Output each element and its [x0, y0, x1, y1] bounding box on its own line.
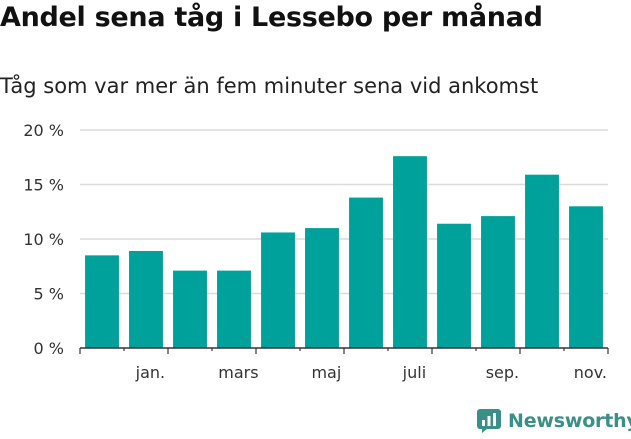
x-tick-label: nov.: [574, 363, 607, 382]
gridlines: [80, 129, 608, 295]
bar: [569, 206, 603, 348]
x-tick-label: juli: [402, 363, 426, 382]
bar: [525, 174, 559, 348]
x-tick-label: maj: [311, 363, 341, 382]
chart-subtitle: Tåg som var mer än fem minuter sena vid …: [0, 74, 539, 98]
bar: [261, 232, 295, 348]
bar: [173, 270, 207, 348]
bar: [85, 255, 119, 348]
x-tick-label: sep.: [486, 363, 519, 382]
bar: [129, 250, 163, 348]
y-tick-label: 0 %: [34, 339, 64, 358]
y-tick-label: 20 %: [23, 121, 64, 140]
bar: [481, 216, 515, 348]
bar: [305, 228, 339, 348]
newsworthy-logo-icon: [477, 409, 501, 433]
y-tick-label: 15 %: [23, 176, 64, 195]
brand-name: Newsworthy: [508, 410, 631, 432]
y-tick-label: 5 %: [34, 285, 64, 304]
x-tick-label: mars: [218, 363, 258, 382]
newsworthy-logo: Newsworthy: [476, 408, 631, 434]
x-axis: jan. mars maj juli sep. nov.: [79, 347, 609, 382]
x-tick-label: jan.: [135, 363, 165, 382]
bar: [393, 156, 427, 348]
y-tick-label: 10 %: [23, 230, 64, 249]
bar: [217, 270, 251, 348]
y-axis-ticks: 0 % 5 % 10 % 15 % 20 %: [23, 121, 64, 358]
bar: [437, 223, 471, 348]
chart-title: Andel sena tåg i Lessebo per månad: [0, 2, 543, 33]
bars: [85, 156, 603, 348]
bar: [349, 197, 383, 348]
